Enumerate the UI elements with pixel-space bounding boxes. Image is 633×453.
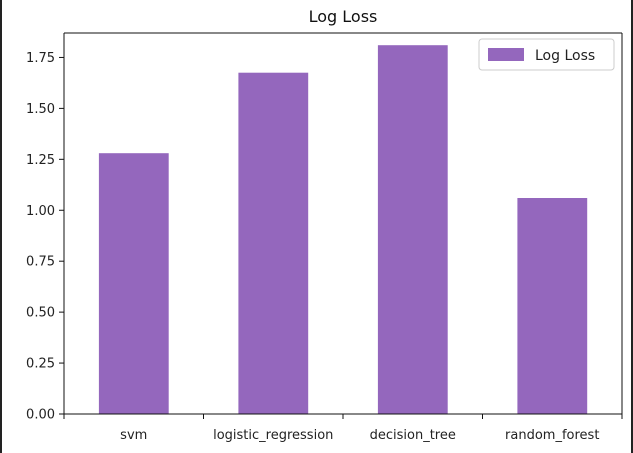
- x-tick-label: decision_tree: [370, 428, 456, 443]
- x-tick-label: logistic_regression: [213, 428, 333, 443]
- y-tick-label: 1.00: [26, 204, 55, 219]
- bar-logistic_regression: [238, 72, 309, 414]
- bar-svm: [98, 153, 169, 414]
- y-tick-label: 1.75: [26, 51, 55, 66]
- legend-label: Log Loss: [535, 48, 595, 64]
- y-tick-label: 1.50: [26, 102, 55, 117]
- x-tick-label: svm: [120, 428, 147, 443]
- legend-swatch: [488, 48, 524, 61]
- x-tick-label: random_forest: [505, 428, 599, 443]
- y-tick-label: 0.00: [26, 408, 55, 423]
- bar-random_forest: [517, 198, 588, 414]
- y-tick-label: 0.25: [26, 357, 55, 372]
- y-tick-label: 1.25: [26, 153, 55, 168]
- y-tick-label: 0.75: [26, 255, 55, 270]
- bar-decision_tree: [377, 45, 448, 414]
- legend: Log Loss: [478, 38, 615, 71]
- legend-box: [478, 38, 615, 71]
- chart-title: Log Loss: [309, 7, 378, 26]
- plot-area: 0.00 0.25 0.50 0.75 1.00 1.25 1.50 1.75 svm logis…: [26, 32, 623, 443]
- y-tick-label: 0.50: [26, 306, 55, 321]
